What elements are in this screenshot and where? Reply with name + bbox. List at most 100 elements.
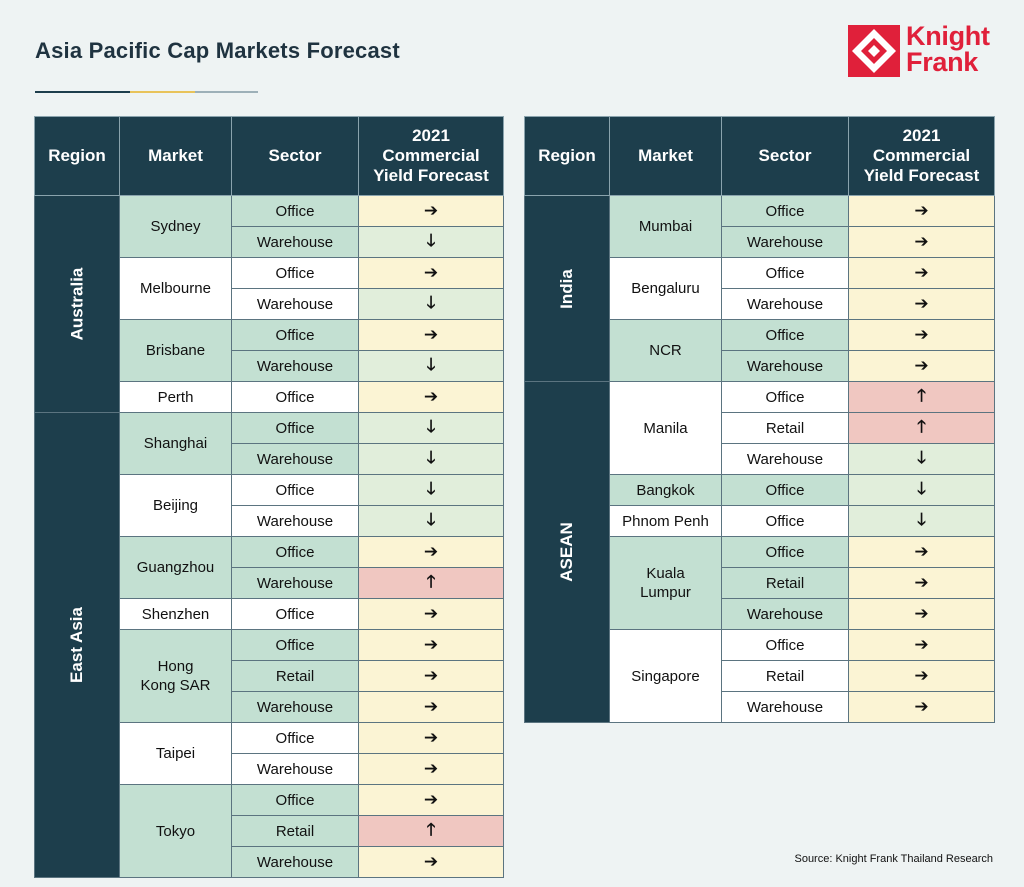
market-cell: Phnom Penh — [609, 505, 722, 537]
market-cell: Singapore — [609, 629, 722, 723]
forecast-cell: 🡑 — [848, 381, 995, 413]
sector-cell: Office — [231, 195, 359, 227]
table-row: Brisbane Office ➔ — [35, 319, 504, 382]
forecast-cell: ➔ — [358, 629, 504, 661]
table-row: Warehouse 🡓 — [525, 443, 995, 475]
column-header: Sector — [231, 116, 359, 196]
sector-cell: Retail — [231, 660, 359, 692]
forecast-table-right: Region Market Sector 2021 Commercial Yield … — [524, 116, 995, 723]
arrow-down-icon: 🡓 — [426, 447, 436, 467]
table-row: Taipei Office ➔ — [35, 722, 504, 785]
arrow-right-icon: ➔ — [423, 201, 439, 220]
region-cell: ASEAN — [524, 381, 610, 723]
market-cell: Taipei — [119, 722, 232, 785]
forecast-cell: 🡑 — [848, 412, 995, 444]
arrow-right-icon: ➔ — [423, 759, 439, 778]
sector-cell: Office — [231, 629, 359, 661]
forecast-cell: 🡓 — [358, 226, 504, 258]
arrow-right-icon: ➔ — [914, 263, 929, 282]
sector-cell: Warehouse — [231, 691, 359, 723]
arrow-right-icon: ➔ — [423, 387, 439, 406]
table-row: Warehouse ➔ — [525, 288, 995, 320]
table-row: India Mumbai Office ➔ — [524, 195, 995, 382]
table-row: Warehouse ➔ — [35, 691, 504, 723]
region-cell: Australia — [34, 195, 120, 413]
table-row: ASEAN Manila Office 🡑 — [524, 381, 995, 723]
arrow-down-icon: 🡓 — [426, 354, 436, 374]
forecast-cell: ➔ — [358, 722, 504, 754]
forecast-table-left: Region Market Sector 2021 Commercial Yield … — [34, 116, 504, 878]
arrow-up-icon: 🡑 — [917, 385, 926, 405]
title-divider-segment — [35, 91, 130, 93]
sector-cell: Warehouse — [231, 567, 359, 599]
column-header: Market — [119, 116, 232, 196]
forecast-cell: 🡓 — [358, 443, 504, 475]
arrow-right-icon: ➔ — [914, 325, 929, 344]
table-row: Bengaluru Office ➔ — [525, 257, 995, 320]
market-cell: Hong Kong SAR — [119, 629, 232, 723]
table-row: Warehouse ➔ — [525, 226, 995, 258]
sector-cell: Retail — [231, 815, 359, 847]
table-row: Retail 🡑 — [525, 412, 995, 444]
source-note: Source: Knight Frank Thailand Research — [794, 853, 993, 865]
arrow-right-icon: ➔ — [914, 697, 929, 716]
title-divider-segment — [195, 91, 258, 93]
sector-cell: Warehouse — [721, 691, 849, 723]
arrow-right-icon: ➔ — [914, 294, 929, 313]
forecast-cell: ➔ — [848, 257, 995, 289]
market-cell: Bangkok — [609, 474, 722, 506]
forecast-cell: 🡓 — [848, 474, 995, 506]
forecast-cell: ➔ — [848, 226, 995, 258]
arrow-down-icon: 🡓 — [917, 509, 926, 529]
column-header: Region — [524, 116, 610, 196]
sector-cell: Warehouse — [231, 846, 359, 878]
forecast-cell: ➔ — [358, 753, 504, 785]
table-row: Warehouse ➔ — [525, 350, 995, 382]
table-row: Warehouse ➔ — [525, 598, 995, 630]
arrow-right-icon: ➔ — [423, 852, 439, 871]
arrow-down-icon: 🡓 — [426, 416, 436, 436]
forecast-cell: 🡓 — [848, 443, 995, 475]
forecast-cell: ➔ — [848, 629, 995, 661]
sector-cell: Office — [721, 505, 849, 537]
logo-line-2: Frank — [906, 47, 979, 77]
table-row: Hong Kong SAR Office ➔ — [35, 629, 504, 723]
forecast-cell: 🡑 — [358, 567, 504, 599]
arrow-right-icon: ➔ — [423, 542, 439, 561]
sector-cell: Warehouse — [721, 226, 849, 258]
table-row: Warehouse ➔ — [35, 753, 504, 785]
sector-cell: Office — [721, 474, 849, 506]
column-header: Market — [609, 116, 722, 196]
table-row: Shenzhen Office ➔ — [35, 598, 504, 630]
region-label: ASEAN — [556, 522, 576, 582]
table-row: Singapore Office ➔ — [525, 629, 995, 723]
sector-cell: Office — [231, 722, 359, 754]
table-row: Retail ➔ — [35, 660, 504, 692]
forecast-cell: 🡓 — [848, 505, 995, 537]
forecast-cell: 🡓 — [358, 288, 504, 320]
sector-cell: Warehouse — [231, 350, 359, 382]
arrow-right-icon: ➔ — [423, 666, 439, 685]
sector-cell: Retail — [721, 412, 849, 444]
forecast-cell: ➔ — [358, 691, 504, 723]
column-header: Sector — [721, 116, 849, 196]
forecast-cell: ➔ — [848, 536, 995, 568]
sector-cell: Office — [231, 536, 359, 568]
table-row: East Asia Shanghai Office 🡓 — [34, 412, 504, 878]
forecast-cell: ➔ — [358, 319, 504, 351]
column-header: Region — [34, 116, 120, 196]
market-cell: Perth — [119, 381, 232, 413]
arrow-up-icon: 🡑 — [917, 416, 926, 436]
sector-cell: Warehouse — [721, 443, 849, 475]
sector-cell: Office — [231, 412, 359, 444]
market-cell: Melbourne — [119, 257, 232, 320]
sector-cell: Warehouse — [721, 288, 849, 320]
market-cell: Mumbai — [609, 195, 722, 258]
market-cell: NCR — [609, 319, 722, 382]
sector-cell: Office — [231, 474, 359, 506]
sector-cell: Warehouse — [231, 443, 359, 475]
arrow-right-icon: ➔ — [423, 604, 439, 623]
table-row: Warehouse 🡓 — [35, 226, 504, 258]
sector-cell: Warehouse — [231, 288, 359, 320]
sector-cell: Retail — [721, 567, 849, 599]
